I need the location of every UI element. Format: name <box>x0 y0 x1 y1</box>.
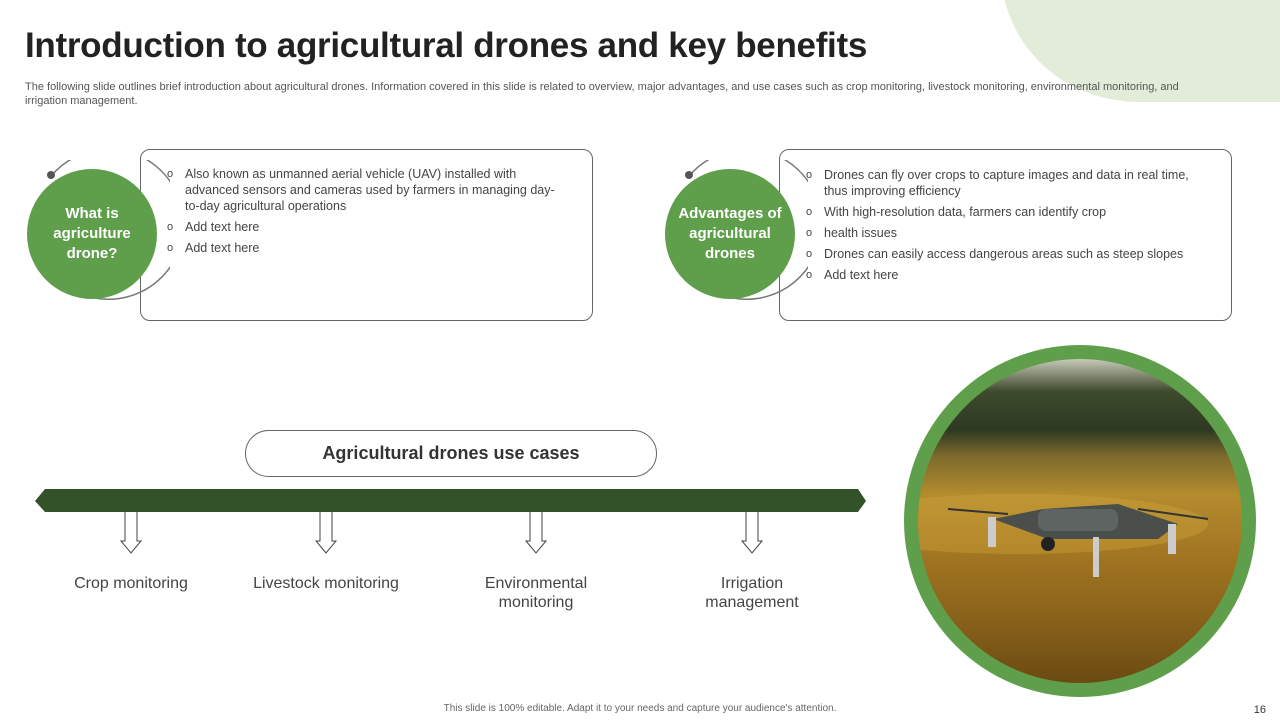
use-case-label: Crop monitoring <box>74 575 188 592</box>
drone-photo-frame <box>904 345 1256 697</box>
bullet: With high-resolution data, farmers can i… <box>806 204 1205 220</box>
arc-decoration <box>685 160 808 300</box>
bullet: Add text here <box>167 219 566 235</box>
bullet: health issues <box>806 225 1205 241</box>
drone-icon <box>918 494 1209 577</box>
section-heading: What is agriculture drone? <box>53 205 131 262</box>
page-title: Introduction to agricultural drones and … <box>25 26 868 65</box>
arrow-down-icon <box>524 512 548 554</box>
use-case-label: Livestock monitoring <box>253 575 399 592</box>
arrow-down-icon <box>119 512 143 554</box>
use-cases-title: Agricultural drones use cases <box>245 430 657 477</box>
timeline-bar <box>35 489 866 554</box>
arrow-down-icon <box>740 512 764 554</box>
bullet: Also known as unmanned aerial vehicle (U… <box>167 166 566 214</box>
use-case-label: Environmental monitoring <box>484 575 588 611</box>
info-box: Drones can fly over crops to capture ima… <box>779 149 1232 321</box>
arrow-down-icon <box>314 512 338 554</box>
bullet: Add text here <box>806 267 1205 283</box>
section-heading-circle: Advantages of agricultural drones <box>665 169 795 299</box>
page-subtitle: The following slide outlines brief intro… <box>25 81 1179 107</box>
use-case-label: Irrigation management <box>705 575 799 611</box>
info-box: Also known as unmanned aerial vehicle (U… <box>140 149 593 321</box>
section-heading: Advantages of agricultural drones <box>678 205 782 262</box>
footer-note: This slide is 100% editable. Adapt it to… <box>443 703 837 714</box>
bullet: Drones can easily access dangerous areas… <box>806 246 1205 262</box>
drone-photo <box>918 359 1242 683</box>
page-number: 16 <box>1253 704 1266 716</box>
arc-decoration <box>47 160 170 300</box>
bullet: Drones can fly over crops to capture ima… <box>806 167 1205 199</box>
bullet: Add text here <box>167 240 566 256</box>
section-heading-circle: What is agriculture drone? <box>27 169 157 299</box>
